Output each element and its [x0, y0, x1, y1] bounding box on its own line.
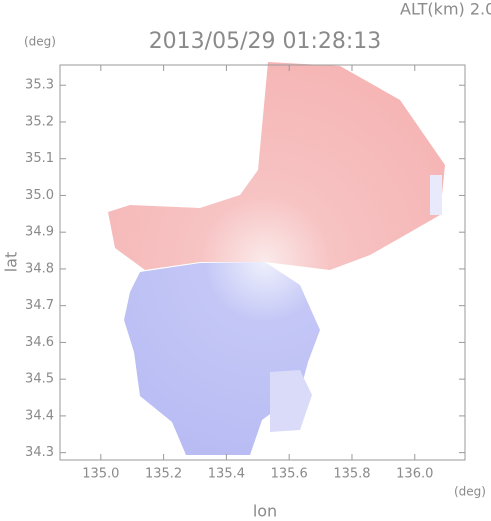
x-tick-label: 135.2: [145, 467, 182, 482]
y-tick-label: 34.8: [25, 261, 54, 276]
y-tick-label: 34.3: [25, 445, 54, 460]
x-tick-label: 136.0: [396, 467, 433, 482]
x-tick-label: 135.4: [208, 467, 245, 482]
x-unit: (deg): [454, 485, 486, 499]
y-tick-label: 34.5: [25, 372, 54, 387]
y-tick-label: 34.6: [25, 335, 54, 350]
y-tick-label: 35.2: [25, 114, 54, 129]
x-axis-label: lon: [253, 502, 277, 521]
clutter: [270, 370, 312, 432]
y-tick-label: 35.3: [25, 78, 54, 93]
y-axis-label: lat: [2, 252, 21, 273]
y-tick-label: 34.9: [25, 225, 54, 240]
y-tick-label: 34.7: [25, 298, 54, 313]
y-tick-label: 34.4: [25, 408, 54, 423]
x-tick-label: 135.6: [271, 467, 308, 482]
y-tick-label: 35.1: [25, 151, 54, 166]
y-unit: (deg): [24, 35, 56, 49]
velocity-field: [108, 62, 445, 455]
plot-frame: [59, 64, 466, 461]
chart-title: 2013/05/29 01:28:13: [149, 29, 382, 54]
x-tick-label: 135.0: [82, 467, 119, 482]
y-tick-label: 35.0: [25, 188, 54, 203]
altitude-label: ALT(km) 2.0: [400, 0, 491, 19]
x-tick-label: 135.8: [333, 467, 370, 482]
receding-region: [108, 62, 445, 270]
clutter-echo: [430, 175, 442, 215]
